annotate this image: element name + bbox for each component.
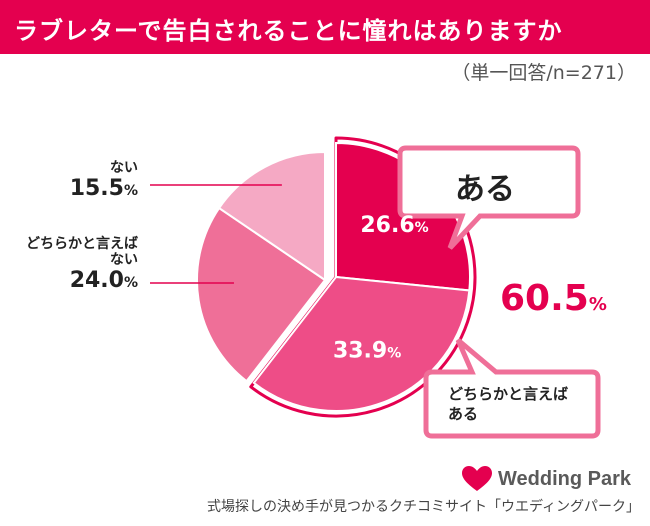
group-total: 60.5%	[500, 278, 607, 319]
label-dochiraka-nai-category-1: どちらかと言えば	[26, 236, 138, 252]
wedding-park-logo: Wedding Park	[462, 466, 631, 492]
callout-dochiraka-text: どちらかと言えば ある	[448, 384, 568, 424]
label-nai: ない 15.5%	[70, 160, 138, 204]
callout-dochiraka-line2: ある	[448, 405, 479, 423]
slice-value-label: 26.6%	[360, 213, 428, 238]
heart-icon	[462, 466, 492, 491]
pie-slice	[196, 206, 327, 383]
label-dochiraka-nai-category-2: ない	[110, 252, 138, 268]
chart-subtitle: （単一回答/n=271）	[451, 62, 636, 84]
footer-caption: 式場探しの決め手が見つかるクチコミサイト「ウエディングパーク」	[206, 499, 640, 515]
label-nai-value: 15.5%	[69, 176, 138, 201]
callout-aru-text: ある	[455, 172, 515, 207]
pie-slice	[217, 150, 326, 282]
callout-dochiraka-line1: どちらかと言えば	[448, 385, 569, 403]
callout-dochiraka-box	[423, 338, 601, 439]
callout-aru-box	[397, 145, 581, 250]
logo-text: Wedding Park	[498, 467, 631, 490]
chart-title: ラブレターで告白されることに憧れはありますか	[14, 17, 563, 45]
slice-value-label: 33.9%	[333, 338, 401, 363]
label-dochiraka-nai-value: 24.0%	[69, 268, 138, 293]
pie-slice	[252, 275, 471, 412]
label-dochiraka-nai: どちらかと言えば ない 24.0%	[26, 236, 138, 296]
label-nai-category: ない	[110, 160, 138, 176]
title-bar: ラブレターで告白されることに憧れはありますか	[0, 0, 650, 54]
